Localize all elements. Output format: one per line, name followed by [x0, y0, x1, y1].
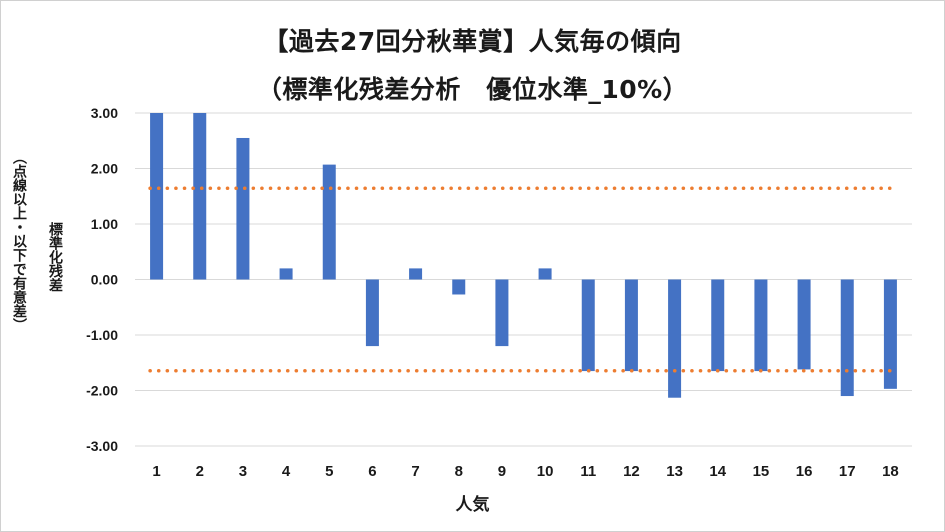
bar [452, 279, 466, 295]
x-tick-label: 5 [325, 463, 333, 480]
x-tick-label: 7 [411, 463, 419, 480]
bar [322, 164, 336, 280]
y-axis-label-group: 標準化残差 （点線以上・以下で有意差） [8, 150, 68, 410]
y-tick-label: 3.00 [91, 105, 118, 121]
y-tick-label: 2.00 [91, 161, 118, 177]
y-axis-note: （点線以上・以下で有意差） [11, 150, 27, 332]
y-tick-label: -3.00 [86, 438, 118, 454]
x-tick-label: 10 [537, 463, 554, 480]
bar [236, 137, 250, 280]
bar [581, 279, 595, 372]
bar [840, 279, 854, 397]
x-tick-label: 3 [239, 463, 247, 480]
x-tick-label: 16 [796, 463, 813, 480]
x-tick-label: 4 [282, 463, 291, 480]
gridlines [135, 112, 912, 447]
y-tick-labels: 3.00 2.00 1.00 0.00 -1.00 -2.00 -3.00 [86, 105, 118, 454]
x-axis-label: 人気 [455, 495, 490, 515]
x-tick-label: 18 [882, 463, 899, 480]
bars [150, 113, 897, 398]
bar [624, 279, 638, 372]
x-tick-label: 12 [623, 463, 640, 480]
x-tick-label: 6 [368, 463, 376, 480]
x-tick-label: 14 [709, 463, 726, 480]
y-tick-label: 1.00 [91, 216, 118, 232]
bar [711, 279, 725, 372]
x-tick-label: 13 [666, 463, 683, 480]
x-tick-labels: 1 2 3 4 5 6 7 8 9 10 11 12 13 14 15 16 17 18 [152, 463, 898, 480]
bar [150, 113, 164, 280]
bar [409, 268, 423, 280]
x-tick-label: 1 [152, 463, 160, 480]
bar [754, 279, 768, 372]
y-tick-label: 0.00 [91, 272, 118, 288]
x-tick-label: 11 [580, 463, 596, 480]
bar [365, 279, 379, 347]
x-tick-label: 2 [196, 463, 204, 480]
bar [279, 268, 293, 280]
bar [668, 279, 682, 398]
bar [538, 268, 552, 280]
bar [797, 279, 811, 370]
y-axis-label: 標準化残差 [47, 222, 63, 292]
y-tick-label: -2.00 [86, 383, 118, 399]
chart-title: 【過去27回分秋華賞】人気毎の傾向 [263, 27, 682, 56]
chart-subtitle: （標準化残差分析 優位水準_10%） [256, 75, 689, 104]
x-tick-label: 9 [498, 463, 506, 480]
y-tick-label: -1.00 [86, 327, 118, 343]
x-tick-label: 17 [839, 463, 856, 480]
bar [495, 279, 509, 347]
x-tick-label: 8 [455, 463, 463, 480]
bar [883, 279, 897, 389]
x-tick-label: 15 [753, 463, 770, 480]
bar [193, 113, 207, 280]
